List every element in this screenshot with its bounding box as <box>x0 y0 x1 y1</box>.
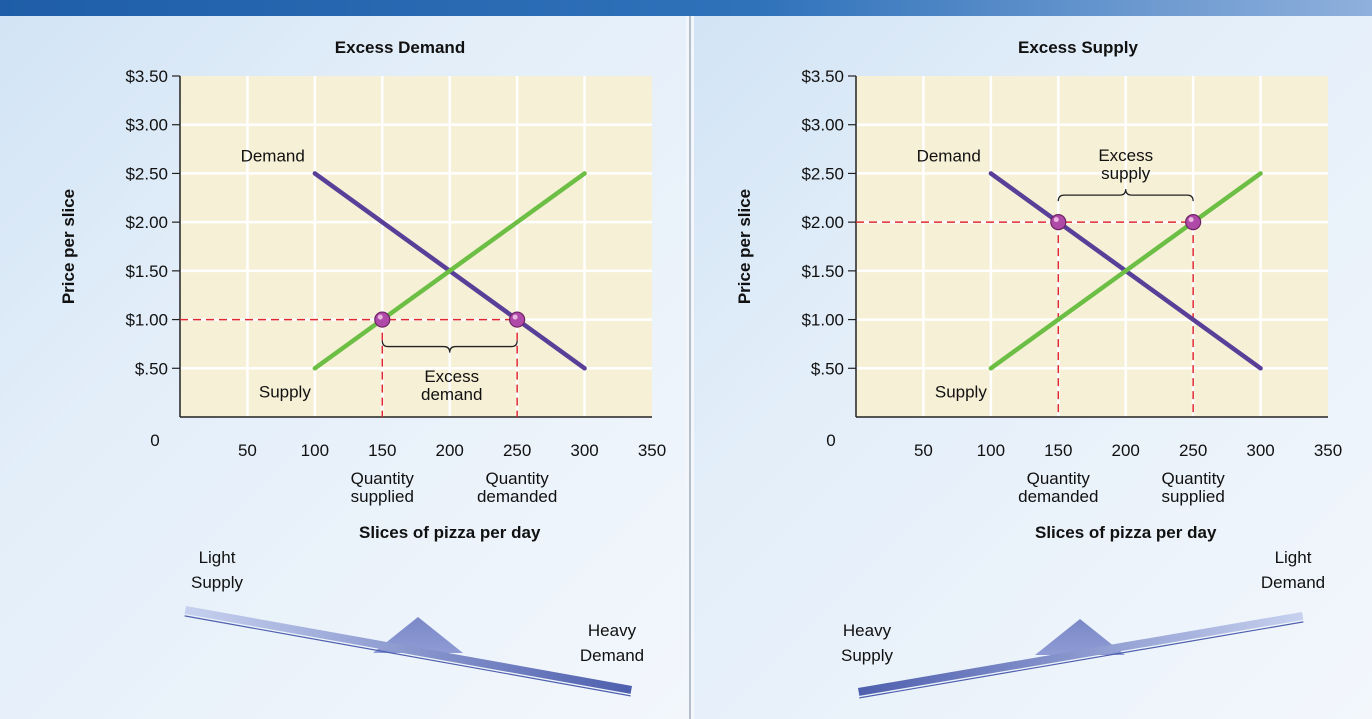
excess-supply-chart: $.50 $1.00 $1.50 $2.00 $2.50 $3.00 $3.50 50 100 1… <box>735 38 1342 699</box>
seesaw-heavy-label-line: Demand <box>580 646 644 665</box>
excess-demand-chart: $.50 $1.00 $1.50 $2.00 $2.50 $3.00 $3.50 50 100 1… <box>59 38 666 697</box>
x-tick-label: 100 <box>977 441 1005 460</box>
y-tick-label: $3.50 <box>125 67 168 86</box>
x-tick-label: 50 <box>914 441 933 460</box>
quantity-label-line: Quantity <box>1161 469 1225 488</box>
x-tick-label: 300 <box>1246 441 1274 460</box>
x-tick-label: 100 <box>301 441 329 460</box>
supply-label: Supply <box>935 382 987 401</box>
y-tick-label: $.50 <box>811 359 844 378</box>
intersection-point-highlight <box>512 314 518 320</box>
top-banner <box>0 0 1372 16</box>
gap-label: Excess demand <box>421 367 482 404</box>
y-tick-label: $3.50 <box>801 67 844 86</box>
quantity-label-line: demanded <box>477 487 557 506</box>
x-tick-label: 250 <box>503 441 531 460</box>
x-axis-label: Slices of pizza per day <box>1035 523 1217 542</box>
y-tick-label: $.50 <box>135 359 168 378</box>
chart-title: Excess Demand <box>335 38 465 57</box>
quantity-label-line: Quantity <box>351 469 415 488</box>
x-tick-label: 350 <box>1314 441 1342 460</box>
x-tick-label: 250 <box>1179 441 1207 460</box>
x-tick-label: 150 <box>1044 441 1072 460</box>
seesaw-heavy-label-line: Supply <box>841 646 893 665</box>
seesaw-light-label: Light Demand <box>1261 548 1325 592</box>
y-tick-label: $3.00 <box>125 116 168 135</box>
intersection-point <box>509 311 526 328</box>
x-tick-label: 150 <box>368 441 396 460</box>
seesaw-beam-edge <box>859 621 1304 699</box>
y-axis-label: Price per slice <box>59 189 78 304</box>
gap-label-line: Excess <box>1098 146 1153 165</box>
supply-curve <box>312 171 587 371</box>
panel-divider <box>686 16 694 719</box>
chart-title: Excess Supply <box>1018 38 1139 57</box>
y-tick-label: $2.50 <box>125 164 168 183</box>
seesaw-beam <box>184 606 632 694</box>
supply-label: Supply <box>259 382 311 401</box>
intersection-point-highlight <box>1188 217 1194 223</box>
x-tick-label: 350 <box>638 441 666 460</box>
seesaw-light-label-line: Supply <box>191 573 243 592</box>
origin-label: 0 <box>826 431 835 450</box>
x-tick-label: 300 <box>570 441 598 460</box>
y-tick-label: $1.50 <box>801 262 844 281</box>
x-axis-label: Slices of pizza per day <box>359 523 541 542</box>
quantity-label: Quantity demanded <box>1018 469 1098 506</box>
supply-curve <box>988 171 1263 371</box>
quantity-label-line: supplied <box>1161 487 1224 506</box>
intersection-point <box>374 311 391 328</box>
gap-label-line: supply <box>1101 164 1151 183</box>
seesaw-light-label-line: Demand <box>1261 573 1325 592</box>
gap-label: Excess supply <box>1098 146 1153 183</box>
y-tick-label: $2.00 <box>125 213 168 232</box>
seesaw-light-label: Light Supply <box>191 548 243 592</box>
quantity-label-line: Quantity <box>1027 469 1091 488</box>
x-tick-label: 200 <box>1112 441 1140 460</box>
quantity-label-line: Quantity <box>485 469 549 488</box>
seesaw-heavy-label-line: Heavy <box>843 621 892 640</box>
quantity-label: Quantity supplied <box>351 469 415 506</box>
y-tick-label: $2.50 <box>801 164 844 183</box>
seesaw-beam-edge <box>184 615 631 697</box>
quantity-label-line: demanded <box>1018 487 1098 506</box>
demand-label: Demand <box>241 146 305 165</box>
seesaw-fulcrum <box>1035 619 1125 655</box>
y-tick-label: $1.00 <box>801 311 844 330</box>
seesaw-light-label-line: Light <box>199 548 236 567</box>
y-tick-label: $1.00 <box>125 311 168 330</box>
y-axis-label: Price per slice <box>735 189 754 304</box>
y-tick-label: $1.50 <box>125 262 168 281</box>
x-tick-label: 50 <box>238 441 257 460</box>
seesaw-heavy-label: Heavy Supply <box>841 621 893 665</box>
intersection-point <box>1050 214 1067 231</box>
gap-brace <box>1057 189 1194 202</box>
gap-brace <box>381 340 518 353</box>
intersection-point <box>1185 214 1202 231</box>
quantity-label: Quantity supplied <box>1161 469 1225 506</box>
intersection-point-highlight <box>377 314 383 320</box>
seesaw-heavy-label: Heavy Demand <box>580 621 644 665</box>
quantity-label-line: supplied <box>351 487 414 506</box>
y-tick-label: $3.00 <box>801 116 844 135</box>
y-tick-label: $2.00 <box>801 213 844 232</box>
x-tick-label: 200 <box>436 441 464 460</box>
seesaw-beam <box>858 612 1304 696</box>
quantity-label: Quantity demanded <box>477 469 557 506</box>
origin-label: 0 <box>150 431 159 450</box>
seesaw-light-label-line: Light <box>1275 548 1312 567</box>
seesaw-heavy-label-line: Heavy <box>588 621 637 640</box>
demand-label: Demand <box>917 146 981 165</box>
intersection-point-highlight <box>1053 217 1059 223</box>
gap-label-line: Excess <box>424 367 479 386</box>
gap-label-line: demand <box>421 385 482 404</box>
